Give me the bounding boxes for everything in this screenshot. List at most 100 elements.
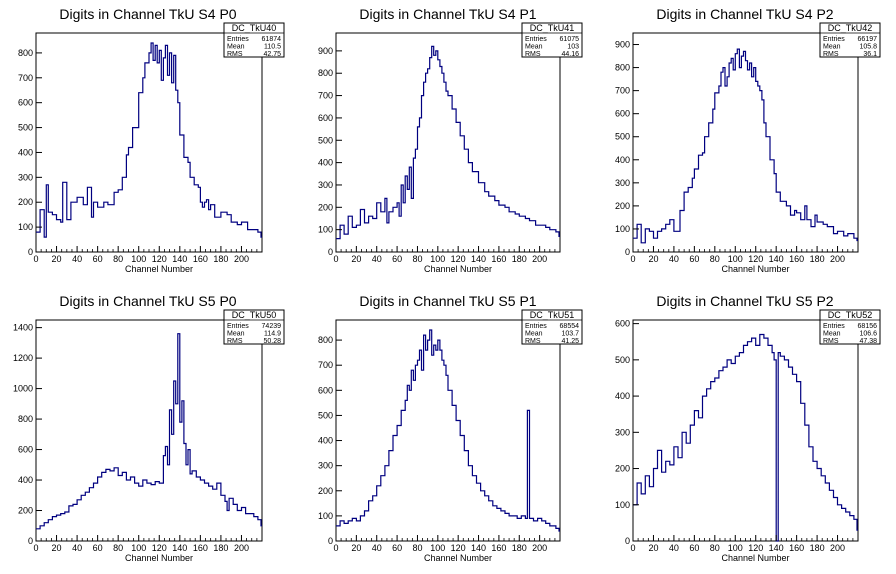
y-tick-label: 100 [615, 500, 630, 510]
stats-value-entries: 74239 [262, 323, 282, 330]
stats-key-rms: RMS [227, 338, 243, 345]
stats-box-frame [819, 22, 881, 58]
stats-value-mean: 105.8 [859, 44, 877, 51]
x-tick-label: 0 [333, 254, 338, 264]
x-tick-label: 60 [93, 254, 103, 264]
x-tick-label: 140 [172, 254, 187, 264]
y-tick-label: 200 [615, 201, 630, 211]
y-tick-label: 500 [318, 410, 333, 420]
stats-key-entries: Entries [227, 323, 249, 330]
stats-box: DC_TkU50 Entries 74239 Mean 114.9 RMS 50.28 [223, 309, 285, 345]
stats-name: DC_TkU42 [828, 23, 873, 33]
x-tick-label: 200 [532, 254, 547, 264]
histogram-line [633, 333, 858, 542]
y-tick-label: 500 [318, 135, 333, 145]
x-tick-label: 20 [52, 543, 62, 553]
stats-box-frame [521, 22, 583, 58]
x-tick-label: 60 [689, 543, 699, 553]
x-axis-label: Channel Number [125, 264, 193, 274]
stats-key-rms: RMS [227, 51, 243, 58]
y-tick-label: 300 [318, 180, 333, 190]
stats-name: DC_TkU40 [232, 23, 277, 33]
histogram-panel-2: Digits in Channel TkU S4 P2 0 20 40 60 80 100 1… [615, 6, 881, 274]
y-tick-label: 400 [18, 147, 33, 157]
y-tick-label: 900 [318, 46, 333, 56]
y-tick-label: 200 [18, 197, 33, 207]
stats-key-rms: RMS [823, 338, 839, 345]
x-tick-label: 0 [33, 254, 38, 264]
y-tick-label: 1000 [13, 384, 33, 394]
stats-value-entries: 68554 [560, 323, 580, 330]
stats-value-rms: 41.25 [561, 338, 579, 345]
y-tick-label-zero: 0 [625, 536, 630, 546]
y-tick-label: 400 [318, 436, 333, 446]
stats-key-entries: Entries [227, 36, 249, 43]
stats-box: DC_TkU41 Entries 61075 Mean 103 RMS 44.16 [521, 22, 583, 58]
panel-title: Digits in Channel TkU S5 P0 [59, 293, 236, 309]
y-tick-label: 900 [615, 40, 630, 50]
x-tick-label: 100 [430, 254, 445, 264]
y-tick-label: 300 [615, 427, 630, 437]
histogram-panel-4: Digits in Channel TkU S5 P1 0 20 40 60 80 100 1… [318, 293, 583, 563]
panel-title: Digits in Channel TkU S5 P2 [656, 293, 833, 309]
y-tick-label: 600 [318, 385, 333, 395]
y-tick-label: 600 [318, 113, 333, 123]
x-tick-label: 180 [810, 543, 825, 553]
y-tick-label: 100 [318, 511, 333, 521]
x-tick-label: 60 [93, 543, 103, 553]
x-tick-label: 200 [830, 543, 845, 553]
stats-key-entries: Entries [823, 323, 845, 330]
y-tick-label: 600 [615, 319, 630, 329]
panel-title: Digits in Channel TkU S5 P1 [359, 293, 536, 309]
stats-value-mean: 110.5 [264, 44, 281, 51]
stats-box-frame [521, 309, 583, 345]
x-tick-label: 180 [512, 254, 527, 264]
y-tick-label: 200 [615, 464, 630, 474]
x-tick-label: 40 [72, 254, 82, 264]
stats-key-entries: Entries [525, 323, 547, 330]
x-tick-label: 160 [789, 254, 804, 264]
y-tick-label: 500 [615, 355, 630, 365]
x-axis-label: Channel Number [424, 264, 492, 274]
x-tick-label: 120 [748, 543, 763, 553]
y-tick-label: 1200 [13, 353, 33, 363]
stats-box: DC_TkU51 Entries 68554 Mean 103.7 RMS 41.25 [521, 309, 583, 345]
x-axis-label: Channel Number [424, 553, 492, 563]
plot-frame [632, 319, 859, 542]
stats-value-entries: 61874 [262, 36, 282, 43]
x-tick-label: 100 [728, 254, 743, 264]
stats-value-mean: 114.9 [264, 331, 281, 338]
x-tick-label: 20 [648, 543, 658, 553]
x-tick-label: 200 [234, 254, 249, 264]
y-tick-label: 600 [18, 98, 33, 108]
x-tick-label: 0 [630, 543, 635, 553]
stats-name: DC_TkU50 [232, 310, 277, 320]
stats-value-entries: 66197 [858, 36, 878, 43]
stats-value-rms: 36.1 [863, 51, 877, 58]
x-tick-label: 0 [333, 543, 338, 553]
x-axis-label: Channel Number [721, 264, 789, 274]
y-tick-label: 800 [18, 48, 33, 58]
stats-box-frame [223, 22, 285, 58]
x-tick-label: 20 [351, 543, 361, 553]
y-tick-label: 600 [18, 445, 33, 455]
histogram-line [36, 42, 262, 238]
x-tick-label: 80 [412, 254, 422, 264]
stats-value-mean: 106.6 [859, 331, 877, 338]
histogram-line [36, 333, 262, 530]
y-tick-label-zero: 0 [625, 247, 630, 257]
histogram-panel-0: Digits in Channel TkU S4 P0 0 20 40 60 80 100 1… [18, 6, 285, 274]
stats-key-mean: Mean [823, 44, 841, 51]
y-tick-label: 400 [615, 391, 630, 401]
histogram-panel-5: Digits in Channel TkU S5 P2 0 20 40 60 80 100 1… [615, 293, 881, 563]
y-tick-label: 100 [318, 225, 333, 235]
y-tick-label: 600 [615, 109, 630, 119]
stats-box-frame [819, 309, 881, 345]
plot-frame [335, 32, 561, 253]
x-tick-label: 200 [234, 543, 249, 553]
y-tick-label: 500 [615, 132, 630, 142]
stats-key-rms: RMS [525, 51, 541, 58]
x-tick-label: 120 [748, 254, 763, 264]
x-tick-label: 100 [131, 543, 146, 553]
